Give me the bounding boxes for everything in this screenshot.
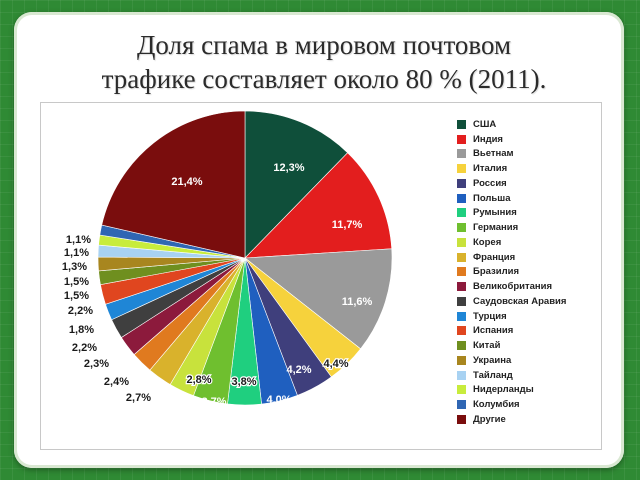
legend-swatch bbox=[457, 355, 466, 365]
legend-label: Россия bbox=[473, 177, 507, 189]
legend-swatch bbox=[457, 252, 466, 262]
pie-slice-2 bbox=[244, 152, 393, 259]
legend-item: Польша bbox=[457, 191, 597, 206]
pie-slice-label-4: 4,4% bbox=[323, 358, 348, 370]
legend-swatch bbox=[457, 134, 466, 144]
legend-label: США bbox=[473, 118, 497, 130]
legend-label: Китай bbox=[473, 340, 501, 352]
pie-slice-3 bbox=[244, 248, 393, 350]
pie-slice-label-8: 3,8% bbox=[231, 376, 256, 388]
pie-slice-label-7: 3,7% bbox=[201, 396, 226, 408]
legend-swatch bbox=[457, 370, 466, 380]
legend-item: Россия bbox=[457, 176, 597, 191]
slide-title-line-2: трафике составляет около 80 % (2011). bbox=[101, 64, 547, 94]
legend-item: Саудовская Аравия bbox=[457, 294, 597, 309]
legend-item: Великобритания bbox=[457, 279, 597, 294]
pie-slice-label-13: 2,2% bbox=[72, 342, 97, 354]
legend-swatch bbox=[457, 400, 466, 410]
legend-swatch bbox=[457, 385, 466, 395]
legend-item: Колумбия bbox=[457, 397, 597, 412]
pie-slice-label-2: 11,7% bbox=[332, 219, 363, 231]
pie-slice-label-19: 1,1% bbox=[64, 247, 89, 259]
legend-item: Франция bbox=[457, 250, 597, 265]
legend-swatch bbox=[457, 223, 466, 233]
pie-slice-label-11: 2,4% bbox=[104, 376, 129, 388]
legend-swatch bbox=[457, 193, 466, 203]
legend-label: Саудовская Аравия bbox=[473, 295, 567, 307]
legend-item: Испания bbox=[457, 324, 597, 339]
legend-swatch bbox=[457, 119, 466, 129]
pie-slice-label-20: 1,1% bbox=[66, 234, 91, 246]
legend-label: Великобритания bbox=[473, 281, 553, 293]
pie-slice-label-6: 4,0% bbox=[266, 394, 291, 406]
legend-item: Румыния bbox=[457, 206, 597, 221]
slide-card: Доля спама в мировом почтовом трафике со… bbox=[14, 12, 624, 468]
legend-label: Румыния bbox=[473, 207, 517, 219]
legend-swatch bbox=[457, 311, 466, 321]
legend-swatch bbox=[457, 164, 466, 174]
pie-slice-label-9: 2,8% bbox=[186, 374, 211, 386]
slide-title-line-1: Доля спама в мировом почтовом bbox=[136, 30, 512, 60]
legend-label: Колумбия bbox=[473, 399, 520, 411]
slide-title: Доля спама в мировом почтовом трафике со… bbox=[34, 28, 614, 96]
legend-label: Украина bbox=[473, 354, 512, 366]
legend-swatch bbox=[457, 341, 466, 351]
pie-slice-label-18: 1,3% bbox=[62, 261, 87, 273]
legend-item: Китай bbox=[457, 338, 597, 353]
legend-label: Вьетнам bbox=[473, 148, 514, 160]
pie-chart: 12,3% 11,7% 11,6% 4,4% 4,2% 4,0% 3,7% 3,8% 2,8% 2… bbox=[61, 110, 393, 408]
pie-slice-label-15: 2,2% bbox=[68, 305, 93, 317]
legend-swatch bbox=[457, 149, 466, 159]
legend-item: Вьетнам bbox=[457, 147, 597, 162]
legend-label: Польша bbox=[473, 192, 511, 204]
legend-label: Испания bbox=[473, 325, 514, 337]
legend-item: Украина bbox=[457, 353, 597, 368]
pie-slice-label-1: 12,3% bbox=[273, 162, 304, 174]
legend-swatch bbox=[457, 178, 466, 188]
legend-swatch bbox=[457, 296, 466, 306]
legend-label: Индия bbox=[473, 133, 503, 145]
legend-swatch bbox=[457, 208, 466, 218]
legend-item: Бразилия bbox=[457, 265, 597, 280]
pie-slice-label-14: 1,8% bbox=[69, 324, 94, 336]
pie-slice-1 bbox=[244, 110, 349, 259]
pie-slice-label-12: 2,3% bbox=[84, 358, 109, 370]
legend-item: Турция bbox=[457, 309, 597, 324]
legend-label: Германия bbox=[473, 222, 519, 234]
legend-item: США bbox=[457, 117, 597, 132]
legend-swatch bbox=[457, 326, 466, 336]
pie-slice-label-5: 4,2% bbox=[286, 364, 311, 376]
pie-slice-label-10: 2,7% bbox=[126, 392, 151, 404]
legend-item: Другие bbox=[457, 412, 597, 427]
legend-item: Нидерланды bbox=[457, 383, 597, 398]
pie-slice-label-21: 21,4% bbox=[171, 176, 202, 188]
legend-label: Тайланд bbox=[473, 369, 513, 381]
legend-item: Корея bbox=[457, 235, 597, 250]
legend-label: Нидерланды bbox=[473, 384, 534, 396]
pie-slice-21 bbox=[101, 110, 246, 259]
legend-label: Бразилия bbox=[473, 266, 520, 278]
pie-slice-label-3: 11,6% bbox=[342, 296, 373, 308]
legend-item: Италия bbox=[457, 161, 597, 176]
legend-item: Германия bbox=[457, 220, 597, 235]
legend-label: Турция bbox=[473, 310, 507, 322]
legend-swatch bbox=[457, 414, 466, 424]
chart-legend: США Индия Вьетнам Италия Россия Польша Румыния… bbox=[457, 117, 597, 427]
pie-slice-label-16: 1,5% bbox=[64, 290, 89, 302]
legend-swatch bbox=[457, 237, 466, 247]
pie-slice-label-17: 1,5% bbox=[64, 276, 89, 288]
legend-item: Индия bbox=[457, 132, 597, 147]
legend-swatch bbox=[457, 267, 466, 277]
legend-label: Другие bbox=[473, 413, 506, 425]
legend-label: Франция bbox=[473, 251, 516, 263]
legend-item: Тайланд bbox=[457, 368, 597, 383]
chart-frame: 12,3% 11,7% 11,6% 4,4% 4,2% 4,0% 3,7% 3,8% 2,8% 2… bbox=[40, 102, 602, 450]
legend-swatch bbox=[457, 282, 466, 292]
legend-label: Италия bbox=[473, 163, 508, 175]
legend-label: Корея bbox=[473, 236, 502, 248]
